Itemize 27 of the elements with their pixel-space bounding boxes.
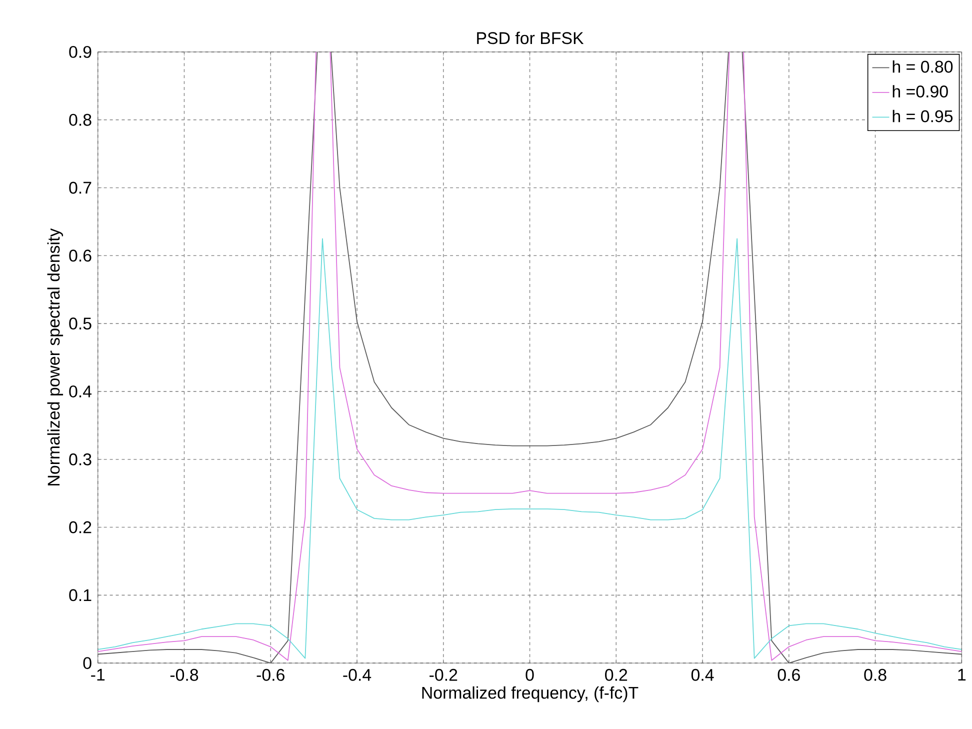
y-tick-label: 0 bbox=[83, 657, 92, 670]
chart-title: PSD for BFSK bbox=[477, 32, 584, 44]
y-tick-label: 0.3 bbox=[69, 453, 92, 466]
x-tick-label: -1 bbox=[91, 668, 105, 681]
x-tick-label: -0.4 bbox=[343, 668, 372, 681]
y-tick-label: 0.8 bbox=[69, 114, 92, 126]
legend-label: h = 0.80 bbox=[892, 60, 953, 73]
y-tick-label: 0.1 bbox=[69, 589, 92, 602]
y-tick-label: 0.2 bbox=[69, 521, 92, 534]
y-tick-label: 0.4 bbox=[69, 385, 92, 398]
y-tick-label: 0.9 bbox=[69, 46, 92, 58]
x-axis-title: Normalized frequency, (f-fc)T bbox=[422, 686, 638, 702]
legend-label: h =0.90 bbox=[892, 85, 948, 98]
x-tick-label: 0.6 bbox=[778, 668, 800, 681]
x-tick-label: 0 bbox=[526, 668, 534, 681]
x-tick-label: -0.8 bbox=[170, 668, 198, 681]
y-axis-title: Normalized power spectral density bbox=[47, 228, 64, 486]
x-tick-label: -0.6 bbox=[256, 668, 284, 681]
x-tick-label: 0.8 bbox=[864, 668, 886, 681]
y-tick-label: 0.6 bbox=[69, 250, 92, 262]
x-tick-label: -0.2 bbox=[430, 668, 458, 681]
y-tick-label: 0.5 bbox=[69, 318, 92, 330]
y-tick-label: 0.7 bbox=[69, 182, 92, 194]
x-tick-label: 0.2 bbox=[605, 668, 628, 681]
legend-label: h = 0.95 bbox=[892, 110, 953, 122]
x-tick-label: 0.4 bbox=[691, 668, 714, 681]
x-tick-label: 1 bbox=[958, 668, 966, 681]
